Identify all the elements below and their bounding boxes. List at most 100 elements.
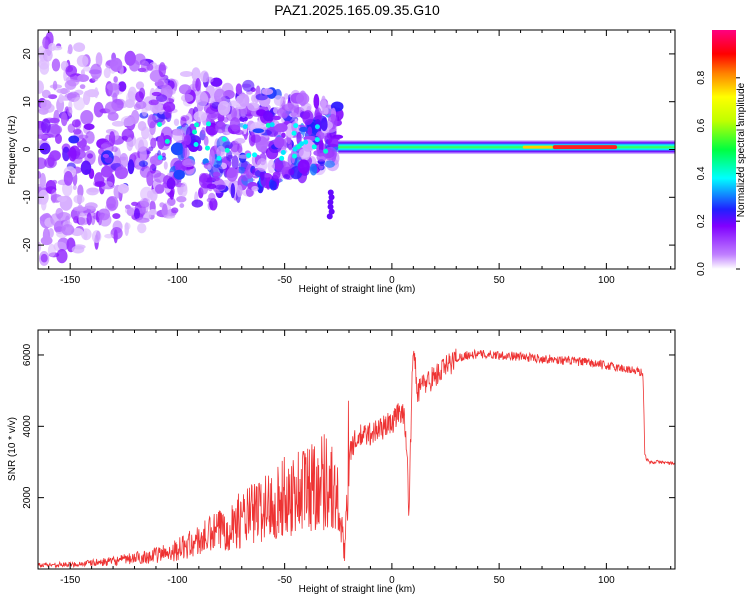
spectrogram-blob <box>193 111 207 122</box>
spectrogram-x-tick-label: 0 <box>389 275 395 286</box>
spectrogram-blob <box>39 62 50 75</box>
spectrogram-blob <box>235 83 242 95</box>
spectrogram-blob <box>182 144 188 159</box>
snr-y-tick-label: 2000 <box>22 486 33 509</box>
spectrogram-hotspot <box>293 123 299 129</box>
spectrogram-blob <box>87 153 93 159</box>
spectrogram-blob <box>251 94 256 103</box>
spectrogram-blob <box>87 187 100 193</box>
spectrogram-feature-blob <box>327 189 334 196</box>
spectrogram-blob <box>162 101 176 113</box>
spectrogram-hotspot <box>242 124 248 130</box>
spectrogram-blob <box>95 230 101 242</box>
spectrogram-blob <box>259 170 265 181</box>
spectrogram-blob <box>51 58 61 72</box>
spectrogram-y-ticks: -20 -10 0 10 20 <box>22 48 675 252</box>
spectrogram-blob <box>178 84 192 95</box>
spectrogram-blob <box>214 184 226 190</box>
spectrogram-blob <box>163 161 168 170</box>
spectrogram-hotspot <box>246 152 252 158</box>
spectrogram-x-tick-label: 50 <box>494 275 506 286</box>
spectrogram-blob <box>80 160 92 175</box>
spectrogram-blob <box>40 118 51 134</box>
spectrogram-blob <box>149 189 158 202</box>
spectrogram-blob <box>52 80 58 91</box>
spectrogram-blob <box>272 115 281 121</box>
snr-x-tick-label: 50 <box>494 575 506 586</box>
spectrogram-blob <box>108 131 116 147</box>
spectrogram-x-tick-label: -50 <box>277 275 292 286</box>
spectrogram-blob <box>319 161 325 167</box>
spectrogram-blob <box>269 180 277 191</box>
spectrogram-blob <box>71 119 81 128</box>
spectrogram-blob <box>228 100 240 107</box>
spectrogram-x-tick-label: 100 <box>598 275 615 286</box>
spectrogram-blob <box>231 155 239 170</box>
spectrogram-blob <box>39 172 47 189</box>
spectrogram-blob <box>83 230 88 240</box>
spectrogram-blob <box>61 224 75 236</box>
spectrogram-blob <box>137 121 147 131</box>
snr-x-label: Height of straight line (km) <box>299 584 416 595</box>
snr-x-tick-label: 0 <box>389 575 395 586</box>
spectrogram-blob <box>146 63 154 71</box>
spectrogram-hotspot <box>280 149 286 155</box>
spectrogram-blob <box>203 135 209 147</box>
spectrogram-blob <box>135 91 144 103</box>
spectrogram-blob <box>60 112 68 127</box>
spectrogram-blob <box>91 75 99 82</box>
spectrogram-blob <box>273 157 286 172</box>
spectrogram-blob <box>163 214 176 219</box>
spectrogram-feature-blob <box>328 208 335 215</box>
spectrogram-blob <box>38 241 42 252</box>
spectrogram-blob <box>226 167 238 182</box>
spectrogram-blob <box>80 145 91 151</box>
spectrogram-blob <box>153 172 167 183</box>
spectrogram-x-tick-label: -150 <box>60 275 80 286</box>
spectrogram-blob <box>137 67 147 73</box>
spectrogram-blob <box>183 134 192 146</box>
spectrogram-blob <box>214 88 226 104</box>
spectrogram-blob <box>68 146 77 162</box>
spectrogram-blob <box>104 156 113 164</box>
spectrogram-blob <box>313 93 320 109</box>
spectrogram-blob <box>56 88 70 94</box>
spectrogram-blob <box>295 92 310 106</box>
spectrogram-hotspot <box>314 124 320 130</box>
spectrogram-blob <box>283 174 291 180</box>
spectrogram-blob <box>281 132 286 139</box>
spectrogram-blob <box>272 171 281 179</box>
spectrogram-blob <box>98 213 112 227</box>
snr-y-tick-label: 4000 <box>22 415 33 438</box>
spectrogram-hotspot <box>204 145 210 151</box>
spectrogram-blob <box>63 170 73 186</box>
spectrogram-blob <box>40 253 48 263</box>
colorbar-tick-label: 0.4 <box>696 166 707 180</box>
spectrogram-hotspot <box>221 136 227 142</box>
spectrogram-blob <box>211 176 220 182</box>
spectrogram-blob <box>104 101 118 115</box>
spectrogram-blob <box>38 80 45 94</box>
snr-y-label: SNR (10 * v/v) <box>7 417 18 481</box>
spectrogram-blob <box>133 208 140 220</box>
spectrogram-blob <box>201 126 206 135</box>
spectrogram-blob <box>208 192 216 202</box>
spectrogram-blob <box>261 88 274 96</box>
spectrogram-blob <box>131 201 139 206</box>
spectrogram-blob <box>84 202 98 210</box>
spectrogram-blob <box>205 76 214 83</box>
spectrogram-blob <box>126 207 135 217</box>
spectrogram-hotspot <box>292 146 298 152</box>
snr-x-tick-label: -100 <box>167 575 187 586</box>
spectrogram-blob <box>195 91 209 107</box>
figure-title: PAZ1.2025.165.09.35.G10 <box>274 2 440 18</box>
spectrogram-blob <box>121 135 128 141</box>
spectrogram-feature-blob <box>326 213 333 220</box>
spectrogram-blob <box>166 177 176 190</box>
spectrogram-blob <box>206 115 211 124</box>
spectrogram-blob <box>237 143 243 154</box>
spectrogram-hotspot <box>265 122 271 128</box>
spectrogram-blob <box>173 169 185 180</box>
spectrogram-blob <box>238 93 250 107</box>
